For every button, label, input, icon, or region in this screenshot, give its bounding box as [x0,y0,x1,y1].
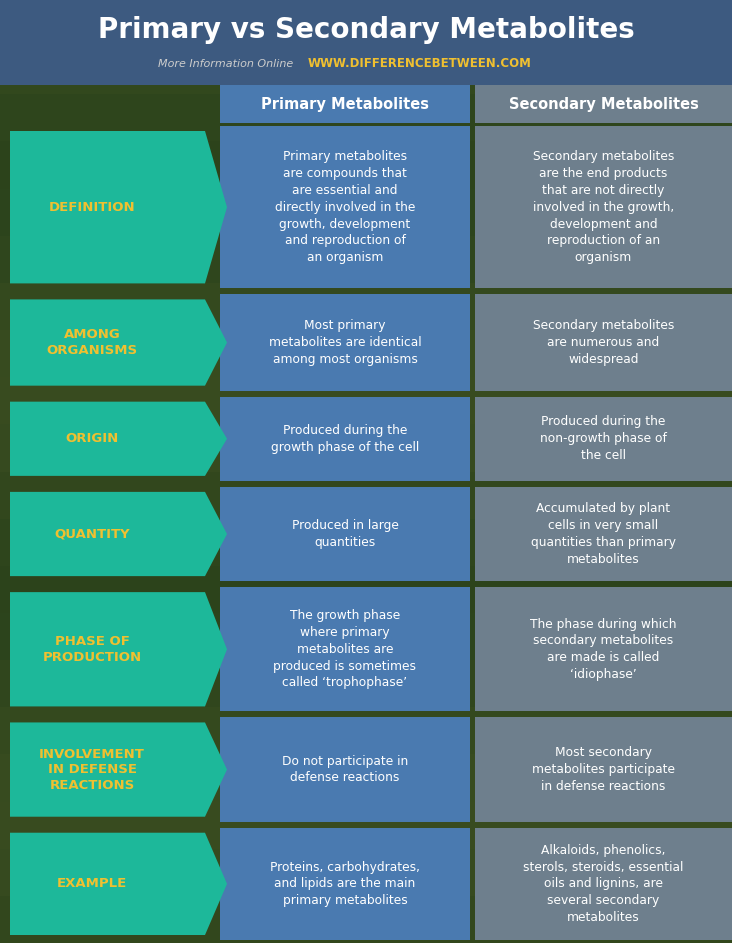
Text: Produced in large
quantities: Produced in large quantities [291,519,398,549]
Polygon shape [10,833,227,935]
FancyBboxPatch shape [0,517,732,566]
FancyBboxPatch shape [0,45,732,94]
Text: Secondary metabolites
are numerous and
widespread: Secondary metabolites are numerous and w… [533,320,674,366]
Text: The growth phase
where primary
metabolites are
produced is sometimes
called ‘tro: The growth phase where primary metabolit… [274,609,417,689]
FancyBboxPatch shape [0,753,732,802]
Text: Primary Metabolites: Primary Metabolites [261,96,429,111]
FancyBboxPatch shape [0,800,732,849]
Text: INVOLVEMENT
IN DEFENSE
REACTIONS: INVOLVEMENT IN DEFENSE REACTIONS [40,748,145,791]
FancyBboxPatch shape [220,587,470,711]
FancyBboxPatch shape [0,564,732,613]
FancyBboxPatch shape [220,294,470,390]
Text: ORIGIN: ORIGIN [65,432,119,445]
FancyBboxPatch shape [220,397,470,481]
FancyBboxPatch shape [0,140,732,189]
Text: QUANTITY: QUANTITY [54,527,130,540]
FancyBboxPatch shape [0,0,732,85]
Text: AMONG
ORGANISMS: AMONG ORGANISMS [47,328,138,356]
FancyBboxPatch shape [475,397,732,481]
FancyBboxPatch shape [475,828,732,940]
FancyBboxPatch shape [220,487,470,581]
FancyBboxPatch shape [475,294,732,390]
FancyBboxPatch shape [0,328,732,377]
Text: Produced during the
non-growth phase of
the cell: Produced during the non-growth phase of … [540,416,667,462]
Text: Accumulated by plant
cells in very small
quantities than primary
metabolites: Accumulated by plant cells in very small… [531,503,676,566]
FancyBboxPatch shape [475,126,732,289]
FancyBboxPatch shape [220,718,470,821]
FancyBboxPatch shape [0,92,732,141]
FancyBboxPatch shape [0,281,732,330]
FancyBboxPatch shape [0,611,732,660]
FancyBboxPatch shape [0,847,732,896]
Text: Secondary Metabolites: Secondary Metabolites [509,96,698,111]
FancyBboxPatch shape [220,126,470,289]
Text: DEFINITION: DEFINITION [49,201,135,214]
Text: Primary vs Secondary Metabolites: Primary vs Secondary Metabolites [97,16,635,43]
FancyBboxPatch shape [475,718,732,821]
Text: Produced during the
growth phase of the cell: Produced during the growth phase of the … [271,423,419,454]
Text: Primary metabolites
are compounds that
are essential and
directly involved in th: Primary metabolites are compounds that a… [274,150,415,264]
Text: More Information Online: More Information Online [157,58,293,69]
Text: PHASE OF
PRODUCTION: PHASE OF PRODUCTION [42,635,142,664]
FancyBboxPatch shape [0,422,732,472]
Polygon shape [10,722,227,817]
Polygon shape [10,131,227,284]
FancyBboxPatch shape [0,375,732,424]
FancyBboxPatch shape [0,894,732,943]
FancyBboxPatch shape [475,487,732,581]
Text: Secondary metabolites
are the end products
that are not directly
involved in the: Secondary metabolites are the end produc… [533,150,674,264]
Text: Proteins, carbohydrates,
and lipids are the main
primary metabolites: Proteins, carbohydrates, and lipids are … [270,861,420,907]
Polygon shape [10,592,227,706]
Text: WWW.DIFFERENCEBETWEEN.COM: WWW.DIFFERENCEBETWEEN.COM [307,58,531,70]
Text: Most secondary
metabolites participate
in defense reactions: Most secondary metabolites participate i… [532,746,675,793]
Polygon shape [10,300,227,386]
FancyBboxPatch shape [0,187,732,236]
FancyBboxPatch shape [0,470,732,519]
Text: Most primary
metabolites are identical
among most organisms: Most primary metabolites are identical a… [269,320,422,366]
Polygon shape [10,402,227,476]
Text: Alkaloids, phenolics,
sterols, steroids, essential
oils and lignins, are
several: Alkaloids, phenolics, sterols, steroids,… [523,844,684,924]
FancyBboxPatch shape [0,234,732,283]
FancyBboxPatch shape [475,587,732,711]
FancyBboxPatch shape [0,0,732,47]
Text: Do not participate in
defense reactions: Do not participate in defense reactions [282,754,408,785]
Polygon shape [10,492,227,576]
FancyBboxPatch shape [220,828,470,940]
Text: The phase during which
secondary metabolites
are made is called
‘idiophase’: The phase during which secondary metabol… [530,618,677,681]
Text: EXAMPLE: EXAMPLE [57,877,127,890]
FancyBboxPatch shape [475,85,732,123]
FancyBboxPatch shape [0,658,732,707]
FancyBboxPatch shape [0,705,732,754]
FancyBboxPatch shape [220,85,470,123]
